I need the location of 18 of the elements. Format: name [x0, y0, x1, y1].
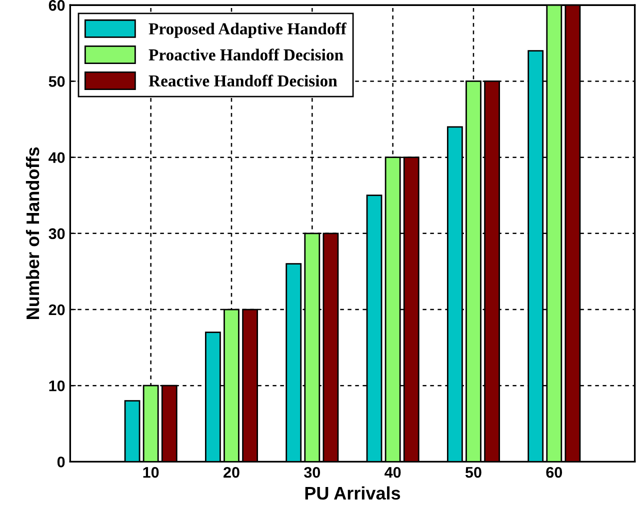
x-axis-title: PU Arrivals — [305, 486, 400, 500]
x-tick-label: 30 — [304, 466, 320, 478]
y-tick-label: 50 — [48, 76, 65, 87]
y-tick-label: 10 — [49, 380, 65, 392]
y-tick-label: 20 — [48, 304, 65, 316]
x-tick-label: 40 — [384, 466, 401, 478]
x-tick-label: 50 — [465, 466, 482, 478]
y-tick-label: 0 — [57, 456, 65, 468]
x-tick-label: 10 — [143, 466, 159, 478]
y-tick-label: 30 — [48, 228, 65, 240]
legend-label: Proposed Adaptive Handoff — [148, 22, 347, 38]
legend-label: Reactive Handoff Decision — [148, 74, 338, 87]
y-tick-label: 40 — [48, 152, 65, 164]
y-axis-title: Number of Handoffs — [26, 147, 40, 319]
y-tick-label: 60 — [48, 0, 65, 11]
legend-label: Proactive Handoff Decision — [148, 48, 344, 61]
x-tick-label: 60 — [546, 466, 562, 478]
x-tick-label: 20 — [224, 466, 240, 478]
